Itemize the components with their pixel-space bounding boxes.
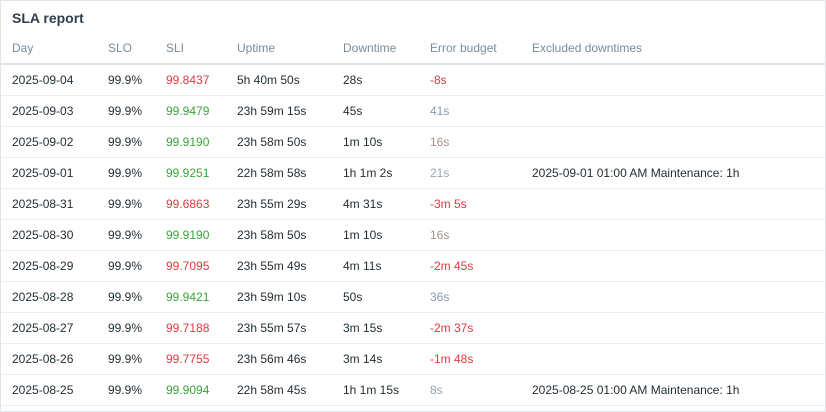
column-day[interactable]: Day — [1, 33, 108, 65]
slo-cell: 99.9% — [108, 281, 166, 313]
error-budget-cell: -3m 5s — [430, 188, 532, 220]
downtime-cell: 1h 1m 2s — [343, 157, 430, 189]
sli-cell: 99.8437 — [166, 64, 237, 96]
error-budget-cell: -8s — [430, 64, 532, 96]
table-row: 2025-08-26 99.9% 99.7755 23h 56m 46s 3m 14s -… — [1, 343, 825, 375]
sli-cell: 99.9479 — [166, 95, 237, 127]
slo-cell: 99.9% — [108, 157, 166, 189]
table-row: 2025-09-03 99.9% 99.9479 23h 59m 15s 45s 41s — [1, 95, 825, 127]
sli-cell: 99.7755 — [166, 343, 237, 375]
error-budget-cell: -2m 37s — [430, 312, 532, 344]
uptime-cell: 23h 58m 50s — [237, 126, 343, 158]
day-cell: 2025-09-04 — [1, 64, 108, 96]
excluded-downtimes-cell: 2025-08-25 01:00 AM Maintenance: 1h — [532, 374, 825, 406]
downtime-cell: 3m 15s — [343, 312, 430, 344]
table-row: 2025-08-30 99.9% 99.9190 23h 58m 50s 1m 10s 1… — [1, 219, 825, 251]
table-row: 2025-08-31 99.9% 99.6863 23h 55m 29s 4m 31s -… — [1, 188, 825, 220]
day-cell: 2025-08-30 — [1, 219, 108, 251]
excluded-downtimes-cell — [532, 188, 825, 220]
uptime-cell: 23h 59m 15s — [237, 95, 343, 127]
slo-cell: 99.9% — [108, 374, 166, 406]
downtime-cell: 28s — [343, 64, 430, 96]
slo-cell: 99.9% — [108, 250, 166, 282]
table-row: 2025-09-04 99.9% 99.8437 5h 40m 50s 28s -8s — [1, 64, 825, 96]
uptime-cell: 23h 59m 10s — [237, 281, 343, 313]
table-header: Day SLO SLI Uptime Downtime Error budget… — [1, 33, 825, 65]
excluded-downtimes-cell — [532, 250, 825, 282]
downtime-cell: 50s — [343, 281, 430, 313]
uptime-cell: 23h 55m 57s — [237, 312, 343, 344]
column-excluded-downtimes[interactable]: Excluded downtimes — [532, 33, 825, 65]
slo-cell: 99.9% — [108, 188, 166, 220]
excluded-downtimes-cell — [532, 126, 825, 158]
day-cell: 2025-09-01 — [1, 157, 108, 189]
excluded-downtimes-cell — [532, 312, 825, 344]
sli-cell: 99.7188 — [166, 312, 237, 344]
column-sli[interactable]: SLI — [166, 33, 237, 65]
day-cell: 2025-09-03 — [1, 95, 108, 127]
uptime-cell: 22h 58m 58s — [237, 157, 343, 189]
downtime-cell: 3m 14s — [343, 343, 430, 375]
day-cell: 2025-08-27 — [1, 312, 108, 344]
slo-cell: 99.9% — [108, 64, 166, 96]
downtime-cell: 4m 31s — [343, 188, 430, 220]
error-budget-cell: 21s — [430, 157, 532, 189]
slo-cell: 99.9% — [108, 343, 166, 375]
excluded-downtimes-cell — [532, 343, 825, 375]
slo-cell: 99.9% — [108, 219, 166, 251]
table-row: 2025-09-01 99.9% 99.9251 22h 58m 58s 1h 1m 2… — [1, 157, 825, 189]
day-cell: 2025-08-26 — [1, 343, 108, 375]
excluded-downtimes-cell — [532, 64, 825, 96]
slo-cell: 99.9% — [108, 95, 166, 127]
uptime-cell: 23h 58m 50s — [237, 219, 343, 251]
day-cell: 2025-08-25 — [1, 374, 108, 406]
error-budget-cell: 8s — [430, 374, 532, 406]
downtime-cell: 45s — [343, 95, 430, 127]
table-row: 2025-08-29 99.9% 99.7095 23h 55m 49s 4m 11s -… — [1, 250, 825, 282]
column-downtime[interactable]: Downtime — [343, 33, 430, 65]
column-error-budget[interactable]: Error budget — [430, 33, 532, 65]
excluded-downtimes-cell — [532, 219, 825, 251]
uptime-cell: 23h 55m 49s — [237, 250, 343, 282]
table-row: 2025-08-25 99.9% 99.9094 22h 58m 45s 1h 1m 1… — [1, 374, 825, 406]
error-budget-cell: 41s — [430, 95, 532, 127]
column-slo[interactable]: SLO — [108, 33, 166, 65]
error-budget-cell: 16s — [430, 126, 532, 158]
day-cell: 2025-08-31 — [1, 188, 108, 220]
downtime-cell: 1m 10s — [343, 219, 430, 251]
excluded-downtimes-cell — [532, 95, 825, 127]
error-budget-cell: -1m 48s — [430, 343, 532, 375]
downtime-cell: 1m 10s — [343, 126, 430, 158]
sli-cell: 99.9190 — [166, 219, 237, 251]
error-budget-cell: -2m 45s — [430, 250, 532, 282]
sli-cell: 99.9190 — [166, 126, 237, 158]
excluded-downtimes-cell — [532, 281, 825, 313]
table-row: 2025-08-27 99.9% 99.7188 23h 55m 57s 3m 15s -… — [1, 312, 825, 344]
widget-title: SLA report — [12, 10, 84, 26]
slo-cell: 99.9% — [108, 312, 166, 344]
downtime-cell: 1h 1m 15s — [343, 374, 430, 406]
excluded-downtimes-cell: 2025-09-01 01:00 AM Maintenance: 1h — [532, 157, 825, 189]
sli-cell: 99.7095 — [166, 250, 237, 282]
day-cell: 2025-08-29 — [1, 250, 108, 282]
sli-cell: 99.9421 — [166, 281, 237, 313]
sli-cell: 99.9094 — [166, 374, 237, 406]
table-row: 2025-08-28 99.9% 99.9421 23h 59m 10s 50s 36s — [1, 281, 825, 313]
day-cell: 2025-09-02 — [1, 126, 108, 158]
slo-cell: 99.9% — [108, 126, 166, 158]
uptime-cell: 5h 40m 50s — [237, 64, 343, 96]
table-row: 2025-09-02 99.9% 99.9190 23h 58m 50s 1m 10s 1… — [1, 126, 825, 158]
sli-cell: 99.9251 — [166, 157, 237, 189]
day-cell: 2025-08-28 — [1, 281, 108, 313]
uptime-cell: 23h 55m 29s — [237, 188, 343, 220]
sla-table: Day SLO SLI Uptime Downtime Error budget… — [1, 33, 825, 406]
error-budget-cell: 36s — [430, 281, 532, 313]
sli-cell: 99.6863 — [166, 188, 237, 220]
uptime-cell: 22h 58m 45s — [237, 374, 343, 406]
downtime-cell: 4m 11s — [343, 250, 430, 282]
error-budget-cell: 16s — [430, 219, 532, 251]
uptime-cell: 23h 56m 46s — [237, 343, 343, 375]
column-uptime[interactable]: Uptime — [237, 33, 343, 65]
